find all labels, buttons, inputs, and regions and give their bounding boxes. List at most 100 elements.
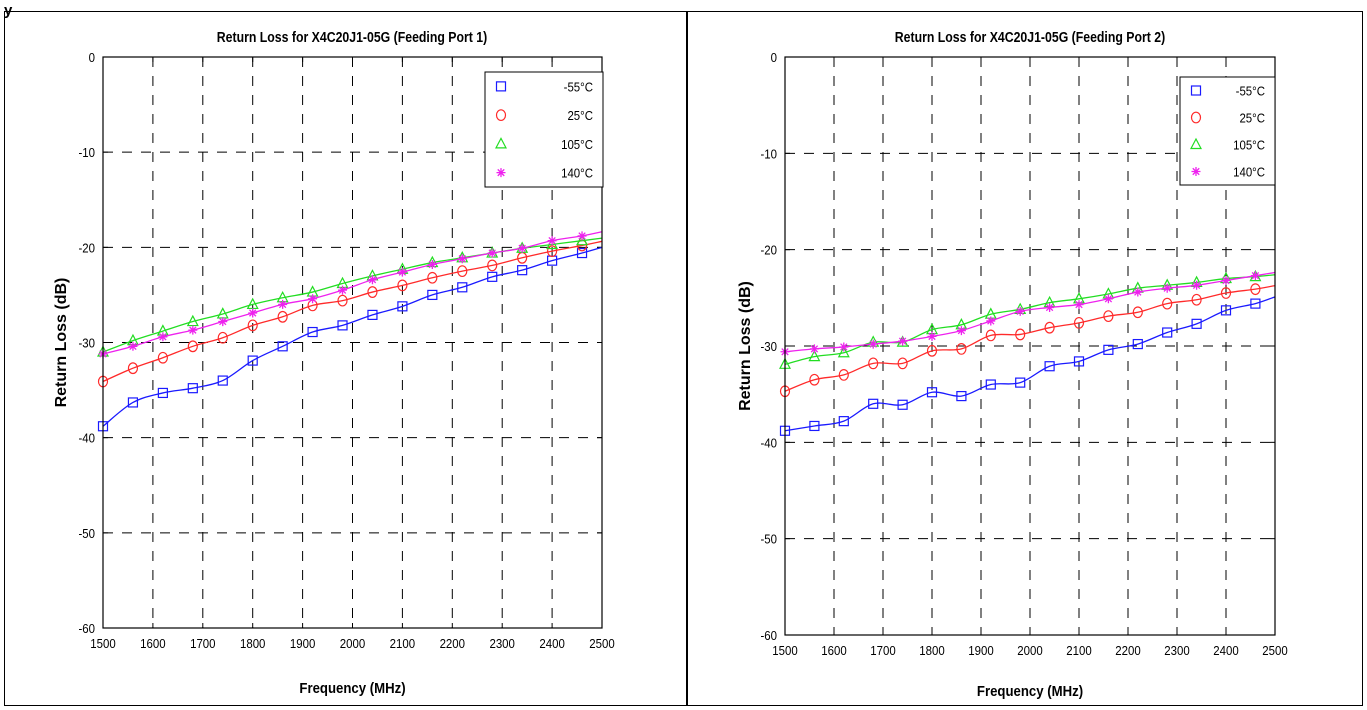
data-point bbox=[576, 233, 589, 246]
x-tick-label: 2500 bbox=[589, 636, 615, 651]
data-point bbox=[547, 236, 557, 246]
y-tick-label: -30 bbox=[78, 336, 95, 351]
data-point bbox=[1132, 306, 1143, 319]
series-1 bbox=[779, 296, 1276, 436]
data-point bbox=[337, 320, 348, 331]
data-point bbox=[1103, 310, 1114, 323]
y-tick-label: -40 bbox=[78, 431, 95, 446]
data-point bbox=[1162, 297, 1173, 310]
series-line bbox=[784, 284, 1276, 392]
data-point bbox=[809, 344, 819, 354]
legend-marker bbox=[1190, 111, 1202, 124]
series-4 bbox=[98, 231, 603, 359]
axes-frame bbox=[784, 56, 1276, 636]
data-point bbox=[457, 254, 467, 264]
data-point bbox=[985, 329, 996, 342]
y-tick-label: 0 bbox=[771, 50, 778, 65]
x-tick-label: 2000 bbox=[340, 636, 366, 651]
legend-label: 140°C bbox=[1233, 165, 1265, 180]
data-point bbox=[517, 265, 528, 276]
data-point bbox=[188, 325, 198, 335]
data-point bbox=[986, 316, 996, 326]
x-tick-label: 1500 bbox=[90, 636, 116, 651]
data-point bbox=[809, 420, 820, 432]
legend-label: 25°C bbox=[1239, 111, 1265, 126]
x-tick-label: 2300 bbox=[1164, 643, 1190, 658]
data-point bbox=[926, 344, 938, 357]
legend-marker bbox=[495, 137, 507, 149]
x-tick-label: 2400 bbox=[539, 636, 565, 651]
x-tick-label: 2500 bbox=[1262, 643, 1288, 658]
x-tick-label: 1800 bbox=[919, 643, 945, 658]
data-point bbox=[157, 387, 168, 399]
data-point bbox=[927, 331, 937, 341]
data-point bbox=[487, 271, 498, 282]
data-point bbox=[187, 340, 198, 353]
data-point bbox=[1132, 338, 1143, 350]
data-point bbox=[217, 331, 228, 344]
data-point bbox=[1191, 318, 1202, 329]
x-tick-label: 1700 bbox=[190, 636, 216, 651]
data-point bbox=[838, 369, 849, 381]
data-point bbox=[487, 248, 497, 258]
x-tick-label: 1800 bbox=[240, 636, 266, 651]
figure-page: y bbox=[4, 4, 1363, 706]
data-point bbox=[1250, 271, 1260, 281]
data-point bbox=[127, 362, 139, 375]
series-line bbox=[784, 296, 1276, 432]
legend-marker bbox=[1190, 137, 1202, 150]
legend-label: 140°C bbox=[561, 166, 593, 181]
series-4 bbox=[780, 271, 1276, 357]
data-point bbox=[1221, 275, 1231, 285]
data-point bbox=[1015, 328, 1026, 341]
data-point bbox=[457, 282, 468, 293]
series-line bbox=[102, 246, 603, 427]
data-point bbox=[1103, 344, 1114, 355]
data-point bbox=[186, 314, 199, 327]
data-point bbox=[1162, 327, 1173, 338]
data-point bbox=[956, 342, 967, 355]
series-2 bbox=[97, 239, 603, 388]
data-point bbox=[217, 375, 228, 386]
grid-lines bbox=[103, 57, 602, 628]
x-tick-label: 2400 bbox=[1213, 643, 1239, 658]
data-point bbox=[838, 416, 849, 427]
x-tick-label: 1900 bbox=[968, 643, 994, 658]
x-tick-label: 1500 bbox=[772, 643, 798, 658]
data-point bbox=[1015, 377, 1026, 388]
data-point bbox=[956, 326, 966, 336]
data-point bbox=[868, 398, 879, 409]
chart-title: Return Loss for X4C20J1-05G (Feeding Por… bbox=[895, 29, 1165, 45]
y-tick-label: -50 bbox=[760, 532, 777, 547]
data-point bbox=[1250, 298, 1261, 309]
legend-marker bbox=[495, 109, 507, 122]
data-point bbox=[427, 271, 438, 284]
x-tick-label: 2300 bbox=[489, 636, 515, 651]
data-point bbox=[1133, 287, 1143, 297]
data-point bbox=[277, 341, 288, 352]
series-line bbox=[102, 240, 603, 383]
legend: -55°C 25°C 105°C 140°C bbox=[1179, 76, 1276, 186]
y-tick-label: -20 bbox=[760, 243, 777, 258]
x-tick-label: 2200 bbox=[440, 636, 466, 651]
y-tick-label: -60 bbox=[760, 628, 777, 643]
data-point bbox=[956, 390, 967, 402]
series-2 bbox=[779, 283, 1276, 398]
chart-title: Return Loss for X4C20J1-05G (Feeding Por… bbox=[217, 29, 487, 45]
data-point bbox=[367, 286, 378, 298]
data-point bbox=[397, 301, 408, 312]
x-tick-label: 2000 bbox=[1017, 643, 1043, 658]
x-tick-label: 2100 bbox=[1066, 643, 1092, 658]
data-point bbox=[487, 259, 498, 272]
y-tick-label: -10 bbox=[78, 145, 95, 160]
data-point bbox=[898, 336, 908, 346]
data-point bbox=[1044, 321, 1055, 334]
data-point bbox=[1015, 306, 1025, 316]
y-tick-label: -10 bbox=[760, 147, 777, 162]
data-point bbox=[1220, 305, 1232, 316]
data-point bbox=[246, 297, 259, 310]
y-tick-label: -30 bbox=[760, 339, 777, 354]
series-1 bbox=[97, 246, 603, 432]
data-point bbox=[367, 309, 378, 321]
